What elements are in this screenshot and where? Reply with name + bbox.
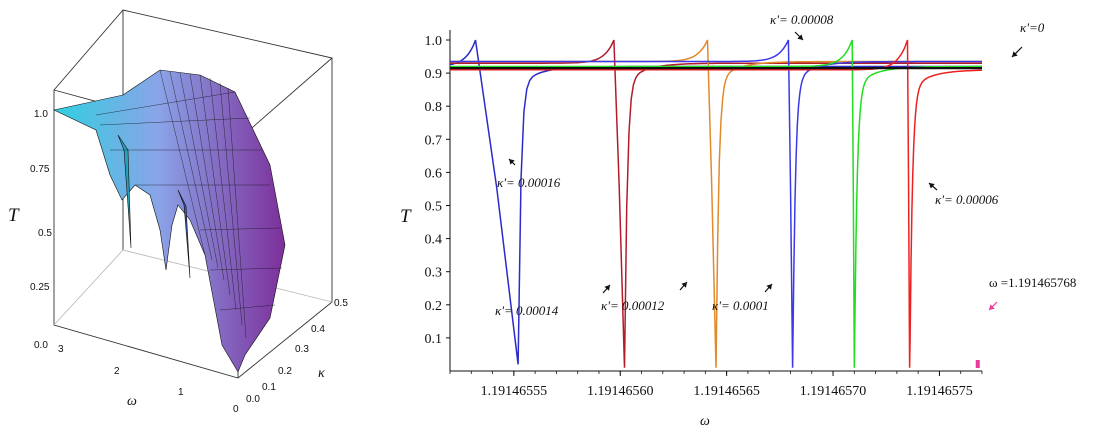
kappa-annotation: κ'= 0.00008 — [770, 12, 834, 27]
x-tick-label: 1.19146560 — [587, 384, 654, 399]
annotation-layer: κ'=0 κ'= 0.00008 κ'= 0.00016 κ'= 0.00006 κ'=… — [495, 12, 1076, 318]
y-tick-label: 0.5 — [334, 298, 348, 309]
x-tick-label: 1 — [178, 387, 184, 398]
annotation-arrow-head — [509, 159, 515, 165]
kappa-annotation: κ'= 0.0001 — [712, 298, 769, 313]
y-tick-label: 0.6 — [425, 166, 443, 181]
series-line — [450, 39, 982, 368]
surface-z-axis-label: T — [8, 205, 20, 226]
z-tick-label: 0.75 — [30, 164, 50, 175]
x-tick-label: 1.19146575 — [906, 384, 973, 399]
y-axis-label: T — [400, 206, 412, 227]
y-tick-label: 1.0 — [425, 34, 443, 49]
y-tick-label: 0.1 — [262, 382, 276, 393]
kappa-annotation: κ'=0 — [1020, 20, 1045, 35]
z-tick-label: 0.0 — [34, 340, 48, 351]
y-tick-label: 0.3 — [295, 344, 309, 355]
annotation-arrow-head — [681, 282, 687, 288]
y-tick-label: 0.9 — [425, 67, 443, 82]
z-tick-label: 0.5 — [38, 228, 52, 239]
kappa-annotation: κ'= 0.00014 — [495, 303, 559, 318]
annotation-arrow-head — [1012, 51, 1018, 57]
y-tick-label: 0.8 — [425, 100, 443, 115]
series-line — [450, 39, 983, 368]
y-tick-label: 0.4 — [425, 233, 443, 248]
x-tick-label: 1.19146570 — [800, 384, 867, 399]
y-tick-label: 0.2 — [425, 299, 443, 314]
y-tick-label: 0.0 — [246, 394, 260, 405]
y-tick-label: 0.2 — [278, 366, 292, 377]
y-tick-label: 0.3 — [425, 266, 443, 281]
kappa-annotation: κ'= 0.00012 — [601, 298, 665, 313]
annotation-arrow-head — [929, 183, 935, 189]
z-tick-label: 1.0 — [34, 109, 48, 120]
surface-z-ticks: 1.0 0.75 0.5 0.25 0.0 — [30, 109, 52, 351]
series-line — [450, 39, 982, 368]
transmission-line-chart: 0.1 0.2 0.3 0.4 0.5 0.6 0.7 0.8 0.9 1.0 1.19146555… — [400, 12, 1076, 429]
annotation-arrow-head — [604, 285, 610, 291]
y-tick-label: 0.4 — [311, 324, 325, 335]
x-tick-label: 2 — [114, 366, 120, 377]
x-tick-label: 1.19146565 — [693, 384, 760, 399]
x-tick-label: 3 — [58, 344, 64, 355]
surface-mesh — [53, 69, 286, 373]
annotation-arrow-head — [766, 284, 772, 290]
surface-x-axis-label: ω — [127, 394, 137, 409]
annotation-arrow-head — [797, 34, 803, 40]
x-axis-label: ω — [700, 414, 710, 429]
surface-y-ticks: 0.0 0.1 0.2 0.3 0.4 0.5 — [246, 298, 348, 405]
y-tick-label: 0.1 — [425, 332, 443, 347]
series-line — [450, 39, 982, 368]
kappa-annotation: κ'= 0.00016 — [497, 175, 561, 190]
series-line — [450, 39, 982, 368]
z-tick-label: 0.25 — [30, 282, 50, 293]
x-tick-label: 1.19146555 — [481, 384, 547, 399]
y-tick-label: 0.5 — [425, 200, 443, 215]
annotation-arrow-head — [989, 304, 995, 310]
kappa-annotation: κ'= 0.00006 — [935, 192, 999, 207]
x-tick-label: 0 — [233, 404, 239, 415]
axes-layer: 0.1 0.2 0.3 0.4 0.5 0.6 0.7 0.8 0.9 1.0 1.19146555… — [425, 30, 983, 399]
series-layer — [449, 39, 983, 369]
surface-y-axis-label: κ — [318, 366, 325, 381]
surface-x-ticks: 3 2 1 0 — [58, 344, 239, 415]
y-tick-label: 0.7 — [425, 133, 443, 148]
omega-annotation: ω =1.191465768 — [989, 275, 1076, 290]
surface-plot: 1.0 0.75 0.5 0.25 0.0 T 3 2 1 0 ω 0.0 0.… — [8, 9, 348, 415]
omega-marker — [975, 360, 980, 369]
